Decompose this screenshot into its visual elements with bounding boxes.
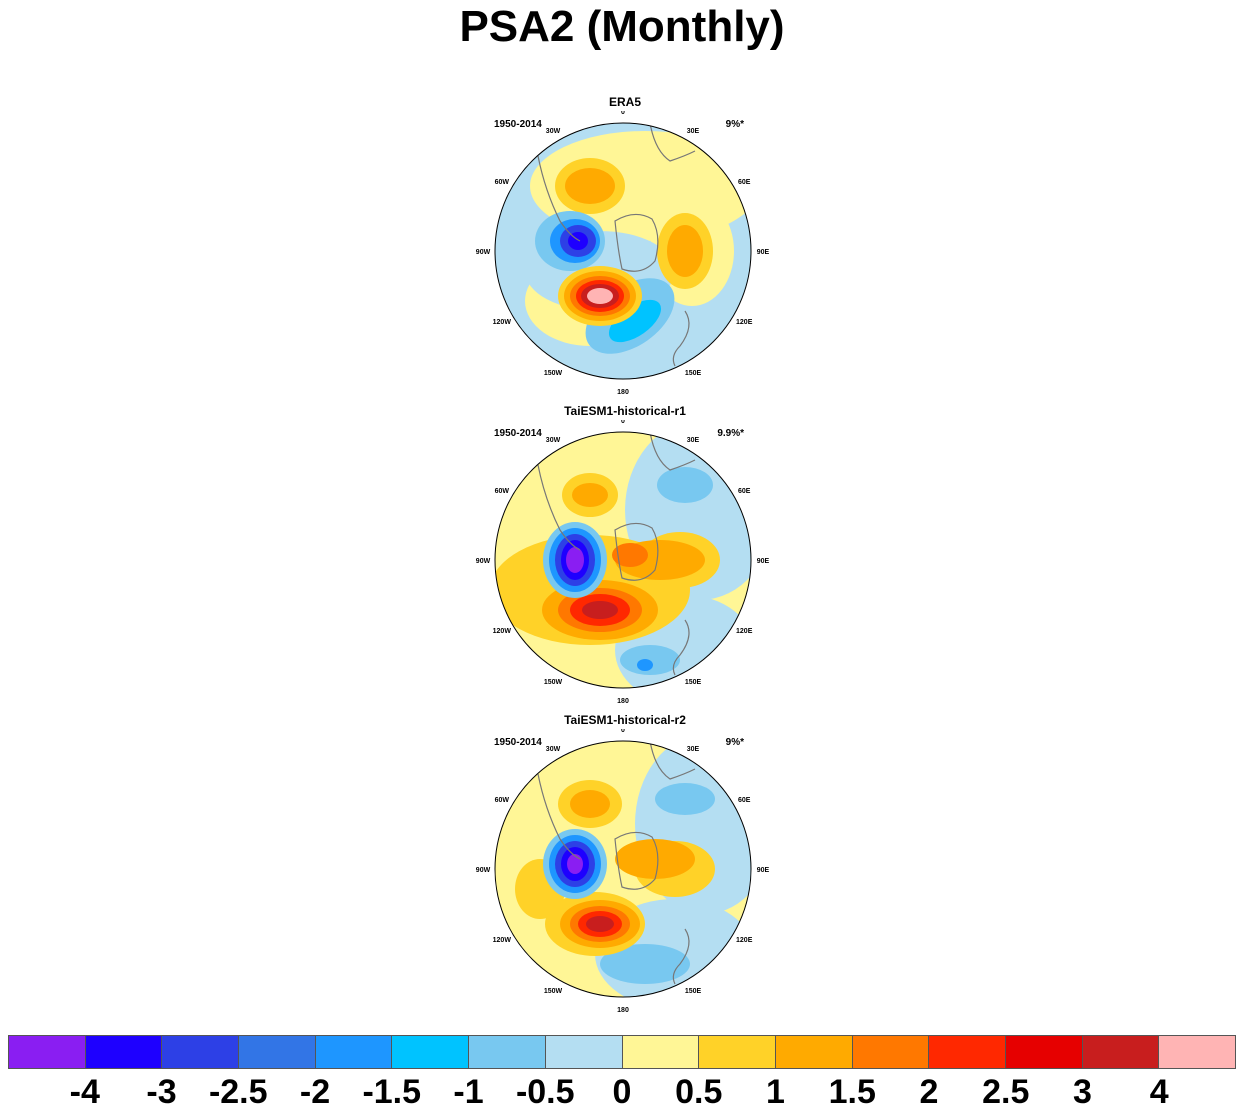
longitude-label: 150E (685, 370, 702, 377)
longitude-label: 0 (621, 729, 625, 734)
figure-title: PSA2 (Monthly) (459, 2, 785, 51)
colorbar-tick-label: -0.5 (515, 1073, 575, 1111)
colorbar (8, 1035, 1236, 1069)
pattern-field (495, 123, 751, 379)
longitude-label: 120E (736, 628, 753, 635)
longitude-label: 180 (617, 1007, 629, 1014)
colorbar-tick-label: 2.5 (982, 1073, 1030, 1111)
longitude-label: 0 (621, 111, 625, 116)
colorbar-swatch (1159, 1036, 1235, 1068)
colorbar-swatch (1082, 1036, 1160, 1068)
longitude-label: 120E (736, 937, 753, 944)
longitude-label: 0 (621, 420, 625, 425)
colorbar-swatch (545, 1036, 623, 1068)
colorbar-tick-label: 0 (612, 1073, 632, 1111)
colorbar-swatch (852, 1036, 930, 1068)
longitude-label: 120W (493, 937, 512, 944)
longitude-label: 90W (476, 867, 491, 874)
period-label: 1950-2014 (494, 737, 542, 748)
longitude-label: 30E (687, 437, 700, 444)
colorbar-tick-label: -2 (299, 1073, 331, 1111)
longitude-label: 90E (757, 249, 770, 256)
longitude-label: 150E (685, 988, 702, 995)
panel-title: TaiESM1-historical-r2 (564, 713, 686, 727)
longitude-label: 30W (546, 437, 561, 444)
longitude-label: 150W (544, 370, 563, 377)
colorbar-tick-label: -4 (69, 1073, 100, 1111)
colorbar-labels: -4 -3 -2.5 -2 -1.5 -1 -0.5 0 0.5 1 1.5 2 2.5 3 4 (8, 1072, 1236, 1112)
longitude-label: 90W (476, 558, 491, 565)
colorbar-tick-label: -2.5 (208, 1073, 268, 1111)
longitude-label: 30W (546, 128, 561, 135)
colorbar-tick-label: 4 (1149, 1073, 1169, 1111)
colorbar-tick-label: -1 (453, 1073, 484, 1111)
period-label: 1950-2014 (494, 428, 542, 439)
map-panel-r1: TaiESM1-historical-r1 1950-2014 9.9%* (470, 404, 780, 705)
longitude-label: 60E (738, 488, 751, 495)
colorbar-tick-label: 3 (1073, 1073, 1092, 1111)
colorbar-tick-label: 1.5 (828, 1073, 876, 1111)
longitude-label: 180 (617, 698, 629, 705)
variance-label: 9%* (725, 737, 744, 748)
colorbar-swatch (392, 1036, 470, 1068)
longitude-label: 60E (738, 179, 751, 186)
longitude-label: 120W (493, 628, 512, 635)
longitude-label: 120E (736, 319, 753, 326)
longitude-label: 90E (757, 867, 770, 874)
colorbar-swatch (1005, 1036, 1083, 1068)
colorbar-swatch (9, 1036, 86, 1068)
pattern-field (495, 432, 751, 688)
colorbar-swatch (622, 1036, 700, 1068)
colorbar-tick-label: 0.5 (675, 1073, 723, 1111)
colorbar-tick-label: 1 (766, 1073, 785, 1111)
longitude-label: 60W (495, 488, 510, 495)
colorbar-swatch (85, 1036, 163, 1068)
polar-map: 0 30E 60E 90E 120E 150E 180 150W 120W 90W 60W 30W (476, 420, 770, 705)
longitude-label: 150W (544, 679, 563, 686)
colorbar-swatch (239, 1036, 316, 1068)
colorbar-swatch (469, 1036, 546, 1068)
panel-title: TaiESM1-historical-r1 (564, 404, 686, 418)
colorbar-swatch (775, 1036, 853, 1068)
colorbar-tick-label: -3 (146, 1073, 177, 1111)
panel-title: ERA5 (608, 95, 641, 109)
map-panel-r2: TaiESM1-historical-r2 1950-2014 9%* (470, 713, 780, 1014)
longitude-label: 60W (495, 179, 510, 186)
longitude-label: 30W (546, 746, 561, 753)
longitude-label: 180 (617, 389, 629, 396)
longitude-label: 30E (687, 128, 700, 135)
longitude-label: 150E (685, 679, 702, 686)
colorbar-swatch (162, 1036, 240, 1068)
map-panel-era5: ERA5 1950-2014 9%* (470, 95, 780, 396)
longitude-label: 150W (544, 988, 563, 995)
polar-map: 0 30E 60E 90E 120E 150E 180 150W 120W 90W 60W 30W (476, 111, 770, 396)
longitude-label: 120W (493, 319, 512, 326)
polar-map: 0 30E 60E 90E 120E 150E 180 150W 120W 90W 60W 30W (476, 729, 770, 1014)
colorbar-tick-label: -1.5 (362, 1073, 422, 1111)
longitude-label: 60W (495, 797, 510, 804)
colorbar-tick-label: 2 (919, 1073, 939, 1111)
colorbar-swatch (315, 1036, 393, 1068)
variance-label: 9.9%* (717, 428, 744, 439)
pattern-field (495, 741, 751, 997)
longitude-label: 30E (687, 746, 700, 753)
longitude-label: 60E (738, 797, 751, 804)
longitude-label: 90E (757, 558, 770, 565)
longitude-label: 90W (476, 249, 491, 256)
colorbar-swatch (699, 1036, 776, 1068)
colorbar-swatch (929, 1036, 1006, 1068)
variance-label: 9%* (725, 119, 744, 130)
period-label: 1950-2014 (494, 119, 542, 130)
